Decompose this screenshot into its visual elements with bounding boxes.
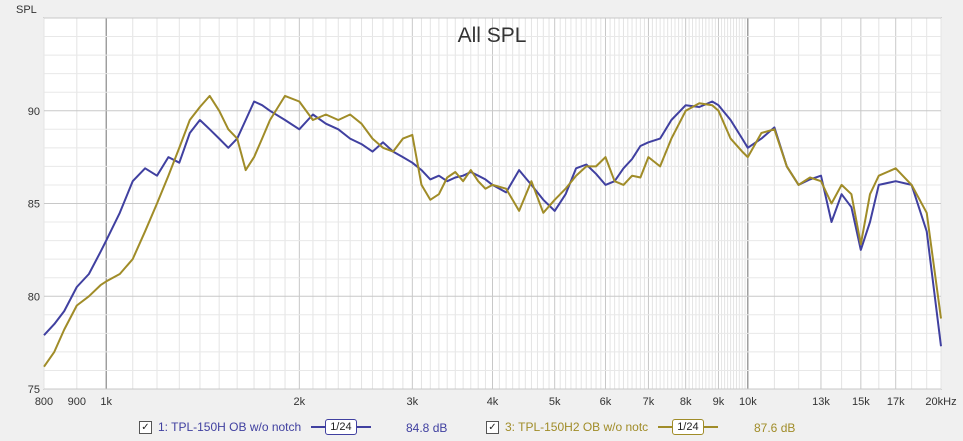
grid-lines <box>43 17 942 390</box>
x-tick-label: 2k <box>294 396 306 408</box>
legend-entry-series-1[interactable]: ✓ 1: TPL-150H OB w/o notch 1/24 <box>139 418 371 436</box>
x-tick-label: 13k <box>812 396 830 408</box>
y-axis-label: SPL <box>16 4 37 16</box>
series-3-name: 3: TPL-150H2 OB w/o notc <box>505 420 649 434</box>
series-1-smoothing: 1/24 <box>325 419 357 435</box>
x-tick-label: 10k <box>739 396 757 408</box>
data-series <box>43 94 942 368</box>
x-tick-label: 3k <box>407 396 419 408</box>
x-tick-label: 800 <box>35 396 53 408</box>
series-1-swatch-line <box>311 426 326 428</box>
x-tick-label: 4k <box>487 396 499 408</box>
x-tick-label: 6k <box>600 396 612 408</box>
y-tick-labels: 75 80 85 90 <box>28 106 40 396</box>
y-tick-label: 90 <box>28 106 40 118</box>
series-3-swatch-line <box>658 426 673 428</box>
x-tick-label: 8k <box>680 396 692 408</box>
y-tick-label: 85 <box>28 199 40 211</box>
series-1-average: 84.8 dB <box>406 421 448 435</box>
x-tick-label: 5k <box>549 396 561 408</box>
y-tick-label: 80 <box>28 291 40 303</box>
x-tick-label: 17k <box>887 396 905 408</box>
series-1-swatch[interactable]: 1/24 <box>311 419 371 435</box>
series-3-average: 87.6 dB <box>754 421 796 435</box>
series-1-name: 1: TPL-150H OB w/o notch <box>158 420 302 434</box>
series-3-swatch[interactable]: 1/24 <box>658 419 718 435</box>
chart-title: All SPL <box>458 24 527 47</box>
series-1-checkbox[interactable]: ✓ <box>139 420 152 434</box>
x-tick-labels: 800 900 1k 2k 3k 4k 5k 6k 7k 8k 9k 10k 13k 15k 17k 20kH… <box>35 396 957 408</box>
x-tick-label: 20kHz <box>925 396 956 408</box>
x-tick-label: 7k <box>643 396 655 408</box>
series-3-smoothing: 1/24 <box>672 419 704 435</box>
x-tick-label: 15k <box>852 396 870 408</box>
x-tick-label: 1k <box>100 396 112 408</box>
legend-entry-series-3[interactable]: ✓ 3: TPL-150H2 OB w/o notc 1/24 <box>486 418 718 436</box>
series-3-checkbox[interactable]: ✓ <box>486 420 499 434</box>
x-tick-label: 900 <box>68 396 86 408</box>
series-1-swatch-line <box>356 426 371 428</box>
series-line-1 <box>43 100 942 347</box>
x-tick-label: 9k <box>713 396 725 408</box>
y-tick-label: 75 <box>28 384 40 396</box>
series-3-swatch-line <box>703 426 718 428</box>
series-line-2 <box>43 94 942 368</box>
